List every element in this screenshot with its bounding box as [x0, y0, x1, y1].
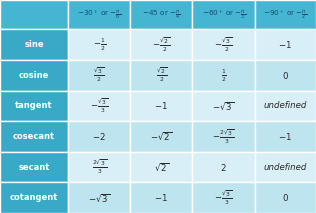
Bar — [0, 0, 68, 29]
Bar — [68, 121, 130, 152]
Text: cotangent: cotangent — [10, 193, 58, 202]
Text: $-1$: $-1$ — [154, 100, 168, 111]
Bar — [255, 29, 316, 60]
Bar — [130, 0, 192, 29]
Text: $-1$: $-1$ — [154, 192, 168, 203]
Text: $-\frac{\sqrt{3}}{3}$: $-\frac{\sqrt{3}}{3}$ — [214, 189, 233, 207]
Text: $-2$: $-2$ — [92, 131, 106, 142]
Text: undefined: undefined — [264, 163, 307, 172]
Text: $-\frac{\sqrt{3}}{3}$: $-\frac{\sqrt{3}}{3}$ — [90, 97, 108, 115]
Bar — [68, 29, 130, 60]
Text: $-\frac{1}{2}$: $-\frac{1}{2}$ — [93, 36, 106, 53]
Text: $-\sqrt{2}$: $-\sqrt{2}$ — [150, 131, 173, 142]
Bar — [0, 60, 68, 91]
Text: $-\frac{\sqrt{2}}{2}$: $-\frac{\sqrt{2}}{2}$ — [152, 36, 171, 54]
Text: secant: secant — [18, 163, 50, 172]
Bar — [130, 91, 192, 121]
Text: sine: sine — [24, 40, 44, 49]
Bar — [0, 121, 68, 152]
Text: undefined: undefined — [264, 101, 307, 110]
Text: $-\frac{\sqrt{3}}{2}$: $-\frac{\sqrt{3}}{2}$ — [214, 36, 233, 54]
Text: $-60^\circ$ or $-\frac{\pi}{3}$: $-60^\circ$ or $-\frac{\pi}{3}$ — [202, 8, 246, 21]
Text: $0$: $0$ — [282, 192, 289, 203]
Bar — [255, 91, 316, 121]
Text: $-\sqrt{3}$: $-\sqrt{3}$ — [88, 192, 110, 203]
Bar — [255, 0, 316, 29]
Bar — [192, 29, 255, 60]
Text: $\frac{2\sqrt{3}}{3}$: $\frac{2\sqrt{3}}{3}$ — [92, 158, 106, 176]
Bar — [130, 182, 192, 213]
Text: $-1$: $-1$ — [278, 131, 292, 142]
Bar — [192, 152, 255, 182]
Text: cosecant: cosecant — [13, 132, 55, 141]
Text: $-\frac{2\sqrt{3}}{3}$: $-\frac{2\sqrt{3}}{3}$ — [212, 127, 235, 146]
Text: tangent: tangent — [15, 101, 53, 110]
Bar — [130, 60, 192, 91]
Bar — [0, 182, 68, 213]
Bar — [130, 121, 192, 152]
Text: $-90^\circ$ or $-\frac{\pi}{2}$: $-90^\circ$ or $-\frac{\pi}{2}$ — [263, 8, 307, 21]
Bar — [255, 152, 316, 182]
Bar — [192, 121, 255, 152]
Bar — [0, 91, 68, 121]
Text: $-1$: $-1$ — [278, 39, 292, 50]
Text: $\frac{\sqrt{3}}{2}$: $\frac{\sqrt{3}}{2}$ — [94, 66, 105, 84]
Text: $2$: $2$ — [220, 162, 227, 173]
Bar — [68, 91, 130, 121]
Text: $\frac{1}{2}$: $\frac{1}{2}$ — [221, 67, 227, 83]
Bar — [255, 121, 316, 152]
Bar — [0, 152, 68, 182]
Bar — [192, 91, 255, 121]
Text: $\frac{\sqrt{2}}{2}$: $\frac{\sqrt{2}}{2}$ — [156, 66, 167, 84]
Text: $-\sqrt{3}$: $-\sqrt{3}$ — [212, 100, 235, 112]
Bar — [68, 182, 130, 213]
Bar — [130, 152, 192, 182]
Text: $-45$ or $-\frac{\pi}{4}$: $-45$ or $-\frac{\pi}{4}$ — [142, 8, 181, 21]
Bar — [192, 60, 255, 91]
Bar — [192, 0, 255, 29]
Bar — [68, 60, 130, 91]
Text: $\sqrt{2}$: $\sqrt{2}$ — [154, 161, 169, 173]
Text: $0$: $0$ — [282, 70, 289, 81]
Text: cosine: cosine — [19, 71, 49, 80]
Bar — [192, 182, 255, 213]
Bar — [130, 29, 192, 60]
Bar — [68, 152, 130, 182]
Bar — [0, 29, 68, 60]
Bar — [255, 182, 316, 213]
Text: $-30^\circ$ or $-\frac{\pi}{6}$: $-30^\circ$ or $-\frac{\pi}{6}$ — [77, 8, 121, 21]
Bar — [255, 60, 316, 91]
Bar — [68, 0, 130, 29]
